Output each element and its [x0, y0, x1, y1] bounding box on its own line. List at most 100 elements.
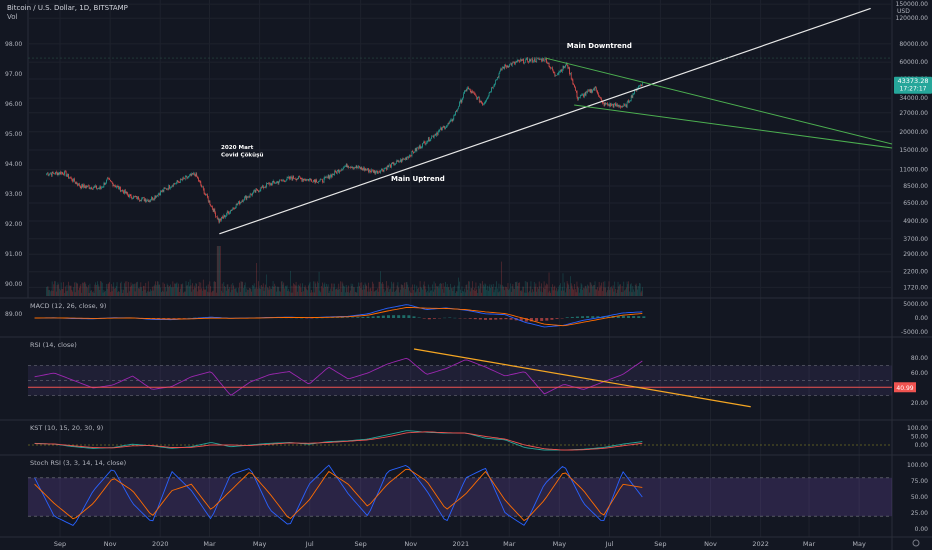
volume-bar: [107, 284, 109, 296]
volume-bar: [140, 282, 142, 296]
candle-body: [492, 87, 493, 89]
candle-body: [164, 188, 165, 189]
macd-histogram-bar: [478, 318, 482, 320]
candle-body: [574, 84, 575, 88]
volume-bar: [620, 291, 622, 296]
volume-bar: [112, 286, 114, 296]
macd-histogram-bar: [397, 315, 401, 318]
volume-bar: [521, 291, 523, 296]
candle-body: [118, 186, 119, 190]
candle-body: [362, 168, 363, 170]
candle-body: [235, 204, 237, 208]
candle-body: [496, 77, 498, 80]
volume-bar: [313, 292, 315, 296]
stoch-axis-tick: 25.00: [911, 510, 928, 517]
candle-body: [630, 100, 631, 102]
volume-bar: [218, 246, 220, 296]
volume-bar: [363, 284, 364, 296]
volume-bar: [285, 286, 287, 296]
volume-bar: [234, 288, 235, 296]
candle-body: [427, 141, 428, 143]
candle-body: [305, 179, 307, 181]
volume-bar: [237, 292, 239, 296]
candle-body: [117, 186, 119, 187]
volume-bar: [490, 288, 492, 296]
volume-bar: [492, 286, 493, 296]
candle-body: [515, 61, 517, 63]
candle-body: [455, 111, 457, 113]
candle-body: [639, 85, 640, 87]
volume-bar: [234, 288, 236, 296]
candle-body: [477, 97, 478, 100]
volume-bar: [596, 289, 597, 296]
volume-bar: [428, 292, 430, 296]
volume-bar: [345, 292, 346, 296]
candle-body: [238, 201, 239, 204]
candle-body: [237, 203, 239, 205]
volume-bar: [96, 281, 98, 296]
annotation-covid-subtitle: Covid Çöküşü: [221, 152, 263, 158]
candle-body: [381, 168, 382, 171]
volume-bar: [409, 292, 411, 296]
volume-bar: [239, 282, 240, 296]
volume-bar: [420, 286, 422, 296]
volume-bar: [248, 288, 250, 296]
candle-body: [73, 178, 75, 182]
macd-histogram-bar: [637, 316, 641, 318]
candle-body: [291, 178, 293, 180]
candle-body: [487, 97, 488, 100]
volume-bar: [195, 283, 197, 296]
candle-body: [51, 171, 53, 176]
volume-bar: [165, 291, 167, 296]
volume-bar: [642, 286, 643, 296]
volume-bar: [387, 285, 389, 296]
volume-bar: [486, 289, 487, 296]
candle-body: [371, 169, 372, 172]
volume-bar: [51, 281, 53, 296]
candle-body: [91, 187, 92, 190]
volume-bar: [524, 281, 526, 296]
macd-histogram-bar: [407, 315, 411, 318]
volume-bar: [607, 290, 608, 296]
volume-bar: [142, 285, 144, 296]
macd-histogram-bar: [366, 316, 370, 318]
price-axis-tick: 60000.00: [899, 59, 928, 66]
candle-body: [593, 88, 595, 90]
volume-bar: [487, 285, 488, 296]
candle-body: [565, 63, 567, 66]
volume-bar: [314, 281, 316, 296]
volume-bar: [412, 284, 414, 296]
volume-bar: [211, 292, 212, 296]
candle-body: [528, 59, 530, 63]
candle-body: [87, 185, 88, 188]
volume-bar: [507, 283, 509, 296]
candle-body: [138, 196, 139, 200]
candle-body: [169, 185, 170, 189]
candle-body: [319, 180, 321, 182]
candle-body: [377, 171, 379, 174]
candle-body: [461, 99, 463, 103]
volume-bar: [101, 281, 102, 296]
volume-bar: [211, 291, 213, 296]
annotation-covid-title: 2020 Mart: [221, 145, 254, 151]
candle-body: [60, 172, 61, 175]
volume-bar: [432, 284, 433, 296]
candle-body: [615, 103, 616, 106]
candle-body: [133, 196, 134, 199]
candle-body: [257, 189, 258, 191]
macd-histogram-bar: [356, 317, 360, 318]
candle-body: [186, 176, 188, 179]
volume-bar: [351, 285, 353, 296]
candle-body: [217, 218, 219, 220]
candle-body: [206, 194, 207, 196]
volume-bar: [551, 284, 553, 296]
candle-body: [275, 183, 276, 184]
candle-body: [425, 143, 427, 145]
volume-bar: [460, 292, 462, 296]
candle-body: [108, 178, 110, 180]
candle-body: [526, 58, 528, 60]
candle-body: [57, 173, 59, 176]
candle-body: [273, 180, 275, 183]
candle-body: [446, 124, 448, 127]
